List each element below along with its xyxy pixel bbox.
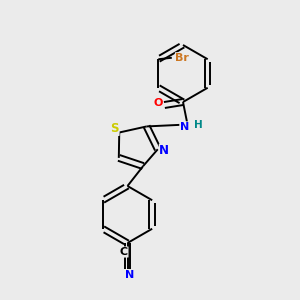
Text: S: S	[110, 122, 119, 135]
Text: Br: Br	[176, 53, 189, 63]
Text: N: N	[159, 144, 170, 157]
Text: N: N	[125, 270, 134, 280]
Text: N: N	[180, 122, 189, 132]
Text: H: H	[194, 120, 203, 130]
Text: C: C	[120, 247, 128, 257]
Text: O: O	[153, 98, 163, 109]
